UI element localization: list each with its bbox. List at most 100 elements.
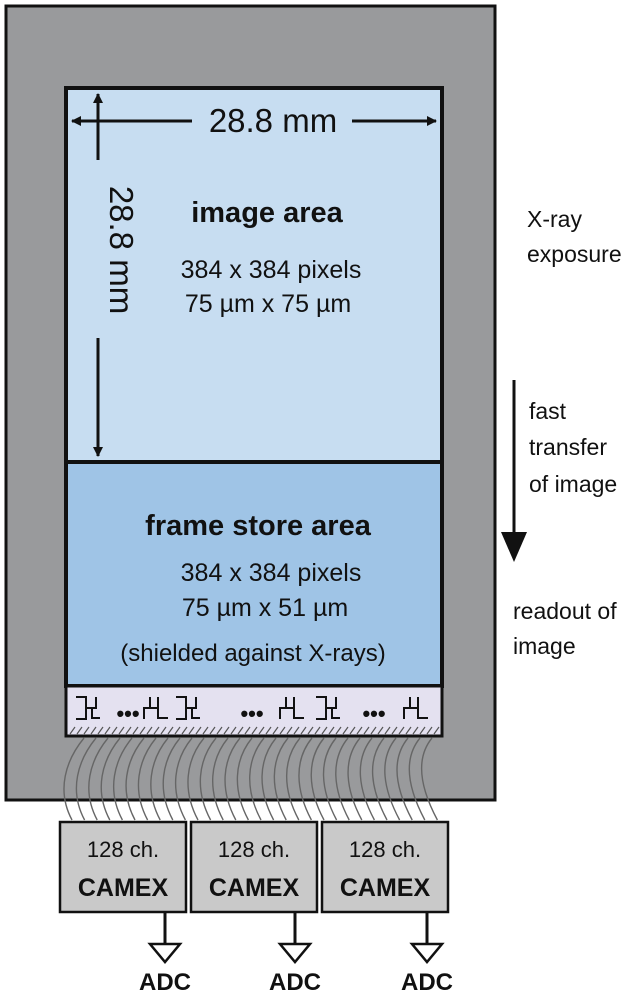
bond-wire bbox=[285, 737, 301, 821]
bond-wire bbox=[261, 737, 277, 821]
register-cell bbox=[403, 697, 428, 719]
hatch-line bbox=[433, 726, 440, 735]
camex-chip-body bbox=[58, 820, 188, 914]
camex-chip-1: 128 ch. CAMEX bbox=[58, 820, 188, 914]
register-ellipsis-1: ••• bbox=[116, 701, 139, 726]
label-readout-of: readout of bbox=[513, 598, 617, 624]
hatch-line bbox=[293, 726, 300, 735]
register-cell bbox=[316, 696, 340, 720]
hatch-line bbox=[349, 726, 356, 735]
hatch-line bbox=[391, 726, 398, 735]
adc-output-3: ADC bbox=[401, 912, 453, 996]
register-cell bbox=[176, 696, 200, 720]
hatch-line bbox=[405, 726, 412, 735]
bond-wire bbox=[112, 737, 133, 821]
readout-register-symbols bbox=[76, 696, 428, 720]
bond-wire bbox=[371, 737, 388, 821]
hatch-line bbox=[370, 726, 377, 735]
bond-wire bbox=[63, 737, 85, 821]
bond-wire bbox=[75, 737, 97, 821]
hatch-line bbox=[139, 726, 146, 735]
camex-chip-3: 128 ch. CAMEX bbox=[320, 820, 450, 914]
adc-triangle-icon bbox=[147, 942, 183, 964]
bond-wire bbox=[420, 737, 439, 821]
hatch-line bbox=[167, 726, 174, 735]
label-fast: fast bbox=[529, 398, 567, 424]
bond-wire bbox=[335, 737, 350, 821]
camex-name: CAMEX bbox=[209, 874, 300, 902]
image-area-pixels: 384 x 384 pixels bbox=[181, 256, 362, 284]
hatch-line bbox=[377, 726, 384, 735]
adc-triangle-icon bbox=[409, 942, 445, 964]
image-area-width-label: 28.8 mm bbox=[209, 102, 337, 139]
hatch-line bbox=[181, 726, 188, 735]
hatch-line bbox=[258, 726, 265, 735]
bond-wire bbox=[212, 737, 229, 821]
image-area-pixel-size: 75 µm x 75 µm bbox=[185, 290, 351, 318]
hatch-line bbox=[321, 726, 328, 735]
adc-label: ADC bbox=[401, 969, 453, 996]
register-hatching bbox=[69, 726, 440, 735]
hatch-line bbox=[356, 726, 363, 735]
hatch-line bbox=[363, 726, 370, 735]
hatch-line bbox=[335, 726, 342, 735]
adc-output-1: ADC bbox=[139, 912, 191, 996]
hatch-line bbox=[132, 726, 139, 735]
frame-store-region bbox=[64, 460, 444, 688]
bond-wire bbox=[408, 737, 426, 821]
bond-wire bbox=[322, 737, 338, 821]
bond-wire bbox=[162, 737, 181, 821]
hatch-line bbox=[90, 726, 97, 735]
hatch-line bbox=[76, 726, 83, 735]
hatch-line bbox=[307, 726, 314, 735]
bond-wire bbox=[347, 737, 363, 821]
register-ellipsis-3: ••• bbox=[362, 701, 385, 726]
hatch-line bbox=[209, 726, 216, 735]
bond-wire bbox=[174, 737, 193, 821]
camex-channels: 128 ch. bbox=[218, 837, 290, 862]
frame-store-pixels: 384 x 384 pixels bbox=[181, 559, 362, 587]
bond-wire bbox=[125, 737, 145, 821]
hatch-line bbox=[160, 726, 167, 735]
label-of-image: of image bbox=[529, 471, 617, 497]
bond-wire bbox=[224, 737, 241, 821]
camex-channels: 128 ch. bbox=[349, 837, 421, 862]
hatch-line bbox=[118, 726, 125, 735]
transfer-arrow-head bbox=[501, 532, 527, 562]
bond-wire bbox=[236, 737, 253, 821]
hatch-line bbox=[426, 726, 433, 735]
hatch-line bbox=[125, 726, 132, 735]
hatch-line bbox=[83, 726, 90, 735]
hatch-line bbox=[230, 726, 237, 735]
adc-label: ADC bbox=[139, 969, 191, 996]
adc-output-2: ADC bbox=[269, 912, 321, 996]
label-xray: X-ray bbox=[527, 206, 582, 232]
hatch-line bbox=[251, 726, 258, 735]
hatch-line bbox=[342, 726, 349, 735]
hatch-line bbox=[279, 726, 286, 735]
hatch-line bbox=[328, 726, 335, 735]
hatch-line bbox=[111, 726, 118, 735]
hatch-line bbox=[265, 726, 272, 735]
image-area-region bbox=[64, 86, 444, 464]
hatch-line bbox=[272, 726, 279, 735]
hatch-line bbox=[223, 726, 230, 735]
hatch-line bbox=[398, 726, 405, 735]
bond-wire bbox=[88, 737, 109, 821]
hatch-line bbox=[97, 726, 104, 735]
hatch-line bbox=[104, 726, 111, 735]
bond-wire bbox=[396, 737, 413, 821]
camex-channels: 128 ch. bbox=[87, 837, 159, 862]
hatch-line bbox=[384, 726, 391, 735]
camex-chip-body bbox=[189, 820, 319, 914]
readout-register bbox=[64, 684, 444, 738]
bond-wire bbox=[310, 737, 325, 821]
hatch-line bbox=[419, 726, 426, 735]
register-cell bbox=[76, 696, 100, 720]
register-cell bbox=[143, 697, 168, 719]
hatch-line bbox=[412, 726, 419, 735]
hatch-line bbox=[300, 726, 307, 735]
hatch-line bbox=[286, 726, 293, 735]
hatch-line bbox=[314, 726, 321, 735]
